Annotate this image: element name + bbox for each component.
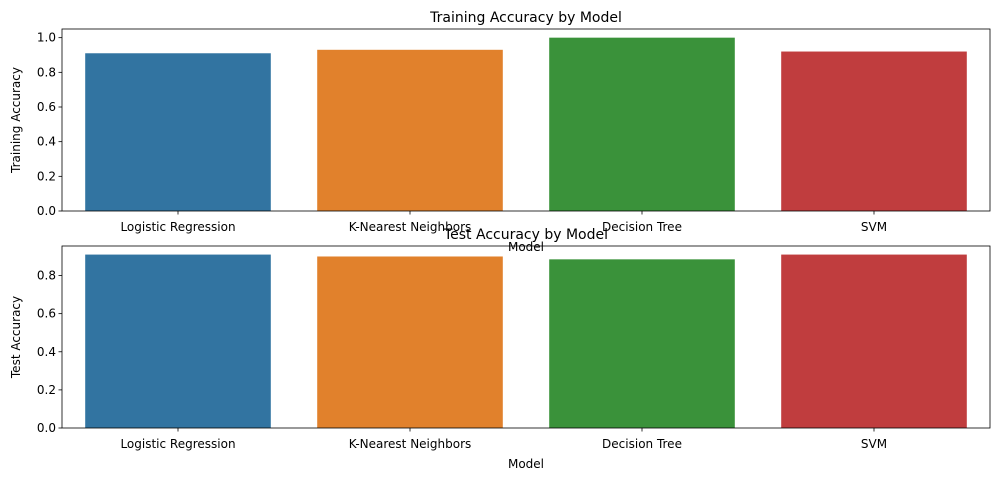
bar — [85, 254, 271, 428]
y-tick-label: 0.4 — [37, 135, 56, 149]
x-tick-label: K-Nearest Neighbors — [349, 437, 472, 451]
bar — [549, 37, 735, 211]
y-tick-label: 0.6 — [37, 100, 56, 114]
y-tick-label: 0.2 — [37, 169, 56, 183]
bar — [781, 254, 967, 428]
bar — [85, 53, 271, 212]
x-tick-label: Logistic Regression — [120, 437, 235, 451]
bar — [781, 51, 967, 212]
y-tick-label: 0.2 — [37, 383, 56, 397]
bar — [317, 256, 503, 428]
y-tick-label: 0.8 — [37, 65, 56, 79]
y-tick-label: 0.6 — [37, 307, 56, 321]
x-tick-label: K-Nearest Neighbors — [349, 220, 472, 234]
x-axis-label: Model — [508, 457, 544, 471]
axes-frame — [61, 245, 991, 429]
x-axis-label: Model — [508, 240, 544, 254]
x-tick-label: Decision Tree — [602, 220, 682, 234]
x-tick-label: Logistic Regression — [120, 220, 235, 234]
y-tick-label: 0.8 — [37, 269, 56, 283]
bar — [317, 49, 503, 211]
y-tick-label: 0.4 — [37, 345, 56, 359]
chart-title: Test Accuracy by Model — [443, 227, 608, 243]
y-tick-label: 0.0 — [37, 204, 56, 218]
axes-frame — [61, 28, 991, 212]
y-tick-label: 0.0 — [37, 421, 56, 435]
x-tick-label: Decision Tree — [602, 437, 682, 451]
x-tick-label: SVM — [861, 437, 887, 451]
y-axis-label: Training Accuracy — [9, 67, 23, 174]
x-tick-label: SVM — [861, 220, 887, 234]
y-tick-label: 1.0 — [37, 31, 56, 45]
bar — [549, 259, 735, 428]
chart-title: Training Accuracy by Model — [429, 10, 622, 26]
y-axis-label: Test Accuracy — [9, 296, 23, 379]
